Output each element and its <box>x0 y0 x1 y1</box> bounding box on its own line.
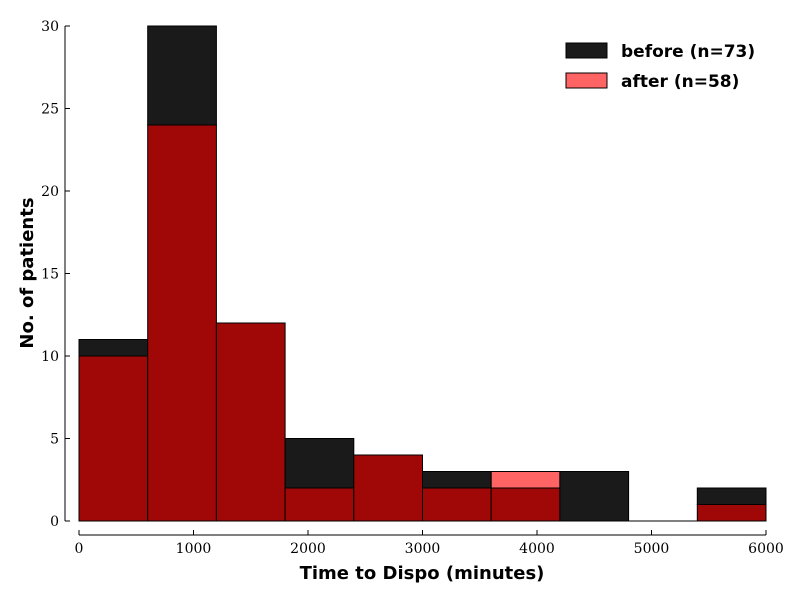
y-tick-label: 5 <box>50 432 59 448</box>
bar-before-bin-0 <box>78 339 149 357</box>
legend: before (n=73) after (n=58) <box>565 42 755 92</box>
x-tick-label: 6000 <box>748 541 784 557</box>
bar-before-bin-7 <box>559 471 630 522</box>
bar-before-bin-5 <box>422 471 492 489</box>
y-axis-label: No. of patients <box>17 197 38 348</box>
x-axis-label: Time to Dispo (minutes) <box>300 563 545 584</box>
bar-after-bin-6 <box>490 471 561 489</box>
legend-swatch-after <box>565 72 608 89</box>
legend-label-after: after (n=58) <box>621 72 739 92</box>
y-tick-label: 20 <box>41 184 59 200</box>
bar-overlap-bin-4 <box>353 454 423 522</box>
y-tick-label: 15 <box>41 267 59 283</box>
x-tick-label: 1000 <box>176 541 212 557</box>
bar-overlap-bin-3 <box>284 487 355 522</box>
ticks-layer: 0 1000 2000 3000 4000 5000 6000 0 5 10 15 20 25 30 <box>41 19 784 557</box>
bar-overlap-bin-0 <box>78 355 149 522</box>
bar-before-bin-1 <box>147 25 217 126</box>
legend-label-before: before (n=73) <box>621 42 755 62</box>
x-tick-label: 4000 <box>519 541 555 557</box>
x-tick-label: 5000 <box>634 541 670 557</box>
x-tick-label: 3000 <box>405 541 441 557</box>
y-tick-label: 30 <box>41 19 59 35</box>
y-tick-label: 25 <box>41 102 59 118</box>
bar-overlap-bin-2 <box>215 322 286 522</box>
x-tick-label: 2000 <box>290 541 326 557</box>
bar-before-bin-9 <box>696 487 767 505</box>
legend-swatch-before <box>565 42 608 59</box>
y-tick-label: 10 <box>41 349 59 365</box>
bar-overlap-bin-5 <box>422 487 492 522</box>
y-tick-label: 0 <box>50 514 59 530</box>
bars-layer <box>78 25 767 522</box>
x-tick-label: 0 <box>75 541 84 557</box>
bar-overlap-bin-9 <box>696 504 767 522</box>
bar-before-bin-3 <box>284 438 355 489</box>
bar-overlap-bin-6 <box>490 487 561 522</box>
bar-overlap-bin-1 <box>147 124 217 522</box>
